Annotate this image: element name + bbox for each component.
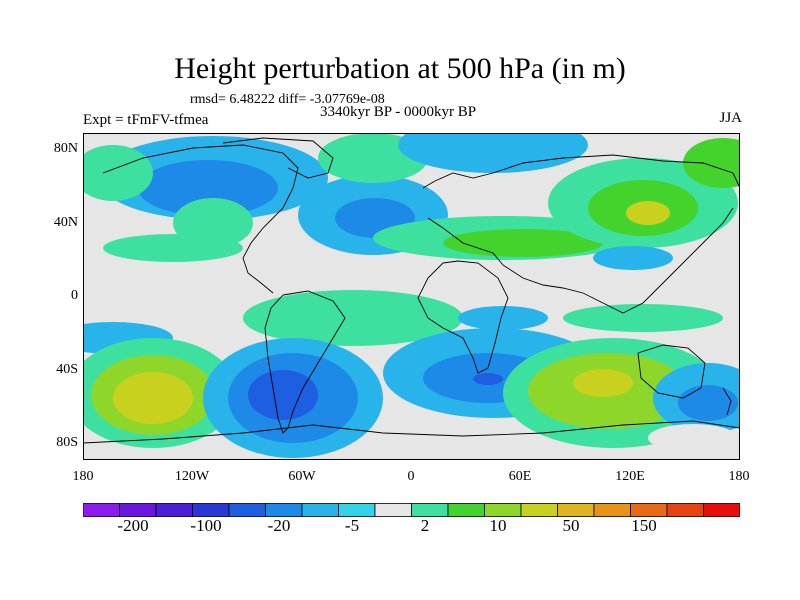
colorbar-box-5 xyxy=(228,503,266,517)
colorbar-box-17 xyxy=(666,503,704,517)
colorbar-box-9 xyxy=(374,503,412,517)
lat-tick-0: 0 xyxy=(71,288,78,303)
experiment-label: Expt = tFmFV-tfmea xyxy=(83,112,209,128)
map-frame xyxy=(83,133,740,460)
colorbar xyxy=(83,503,740,517)
lon-tick-0: 0 xyxy=(407,469,415,484)
period-label: 3340kyr BP - 0000kyr BP xyxy=(320,104,477,120)
stats-text: rmsd= 6.48222 diff= -3.07769e-08 xyxy=(190,92,385,107)
colorbar-box-6 xyxy=(265,503,303,517)
lon-tick-180w: 180 xyxy=(72,469,94,484)
lon-tick-60w: 60W xyxy=(288,469,316,484)
season-label: JJA xyxy=(719,110,742,126)
lon-tick-120e: 120E xyxy=(615,469,645,484)
contour-fill-southern xyxy=(83,328,740,458)
colorbar-label-4: -5 xyxy=(344,516,360,535)
lon-tick-60e: 60E xyxy=(508,469,532,484)
colorbar-box-4 xyxy=(192,503,230,517)
colorbar-box-1 xyxy=(83,503,120,517)
colorbar-label-8: 150 xyxy=(631,516,657,535)
height-perturbation-map xyxy=(83,133,740,460)
lat-tick-40s: 40S xyxy=(56,362,78,377)
lat-tick-80s: 80S xyxy=(56,435,78,450)
colorbar-label-1: -200 xyxy=(117,516,149,535)
chart-title: Height perturbation at 500 hPa (in m) xyxy=(174,52,626,85)
colorbar-box-15 xyxy=(593,503,631,517)
colorbar-box-16 xyxy=(630,503,668,517)
contour-fill-tropics xyxy=(83,290,723,354)
colorbar-box-14 xyxy=(557,503,595,517)
colorbar-label-2: -100 xyxy=(190,516,222,535)
lon-tick-180e: 180 xyxy=(728,469,750,484)
colorbar-box-12 xyxy=(484,503,522,517)
colorbar-box-13 xyxy=(520,503,558,517)
colorbar-box-2 xyxy=(119,503,157,517)
colorbar-label-3: -20 xyxy=(267,516,291,535)
colorbar-box-3 xyxy=(155,503,193,517)
lat-tick-80n: 80N xyxy=(53,141,78,156)
colorbar-box-8 xyxy=(338,503,376,517)
colorbar-label-7: 50 xyxy=(562,516,580,535)
lon-tick-120w: 120W xyxy=(174,469,210,484)
colorbar-label-6: 10 xyxy=(489,516,507,535)
coastlines xyxy=(83,137,740,444)
contour-fill-northern xyxy=(83,133,740,270)
colorbar-box-10 xyxy=(411,503,449,517)
colorbar-box-11 xyxy=(447,503,485,517)
colorbar-label-5: 2 xyxy=(420,516,430,535)
colorbar-box-7 xyxy=(301,503,339,517)
lat-tick-40n: 40N xyxy=(53,215,78,230)
colorbar-box-18 xyxy=(703,503,740,517)
